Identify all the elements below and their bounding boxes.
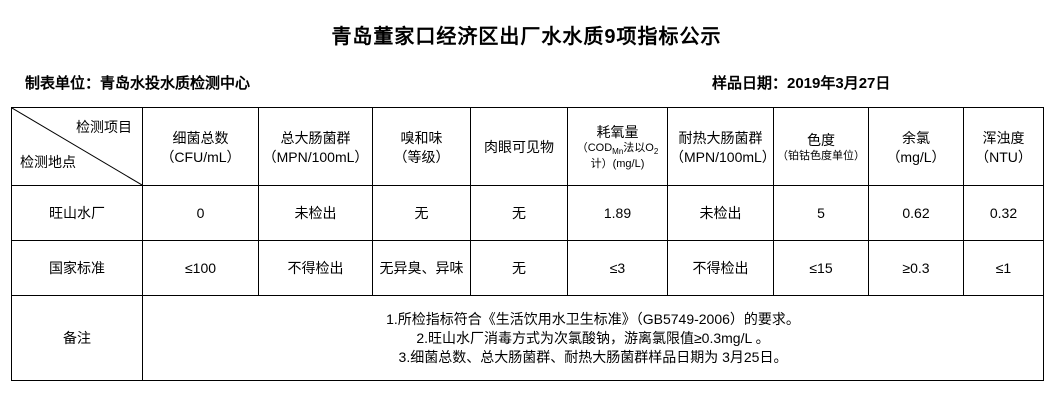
column-header-total-coliform: 总大肠菌群 （MPN/100mL）	[258, 107, 373, 186]
remarks-label: 备注	[11, 295, 143, 381]
column-header-thermotolerant-coliform: 耐热大肠菌群 （MPN/100mL）	[667, 107, 774, 186]
table-row-plant: 旺山水厂 0 未检出 无 无 1.89 未检出 5 0.62 0.32	[11, 185, 1044, 241]
remarks-content: 1.所检指标符合《生活饮用水卫生标准》（GB5749-2006）的要求。 2.旺…	[142, 295, 1044, 381]
column-header-turbidity: 浑浊度 （NTU）	[963, 107, 1044, 186]
remark-line-1: 1.所检指标符合《生活饮用水卫生标准》（GB5749-2006）的要求。	[386, 310, 800, 327]
cell-value: ≤1	[963, 240, 1044, 296]
cell-value: 无异臭、异味	[372, 240, 471, 296]
column-header-oxygen-consumption: 耗氧量 （CODMn法以O2计）(mg/L)	[567, 107, 668, 186]
cell-value: 0.62	[868, 185, 964, 241]
cell-value: 不得检出	[667, 240, 774, 296]
water-quality-table: 检测项目 检测地点 细菌总数 （CFU/mL） 总大肠菌群 （MPN/100mL…	[11, 107, 1044, 381]
row-label-national-standard: 国家标准	[11, 240, 143, 296]
column-header-odor-taste: 嗅和味 （等级）	[372, 107, 471, 186]
cell-value: 0	[142, 185, 259, 241]
cell-value: ≤15	[773, 240, 869, 296]
cell-value: ≤3	[567, 240, 668, 296]
column-header-residual-chlorine: 余氯 （mg/L）	[868, 107, 964, 186]
cell-value: ≥0.3	[868, 240, 964, 296]
corner-label-location: 检测地点	[20, 154, 76, 170]
table-row-national-standard: 国家标准 ≤100 不得检出 无异臭、异味 无 ≤3 不得检出 ≤15 ≥0.3…	[11, 240, 1044, 296]
cell-value: 未检出	[667, 185, 774, 241]
page-title: 青岛董家口经济区出厂水水质9项指标公示	[331, 26, 722, 48]
cell-value: 无	[470, 185, 568, 241]
remark-line-2: 2.旺山水厂消毒方式为次氯酸钠，游离氯限值≥0.3mg/L 。	[416, 329, 770, 346]
column-header-visible-matter: 肉眼可见物	[470, 107, 568, 186]
prepared-by-label: 制表单位：青岛水投水质检测中心	[25, 75, 251, 92]
sample-date-label: 样品日期：2019年3月27日	[712, 75, 891, 92]
remarks-row: 备注 1.所检指标符合《生活饮用水卫生标准》（GB5749-2006）的要求。 …	[11, 295, 1044, 381]
cell-value: 0.32	[963, 185, 1044, 241]
corner-label-items: 检测项目	[76, 119, 132, 135]
cod-unit: （CODMn法以O2计）(mg/L)	[576, 141, 659, 171]
column-header-bacteria: 细菌总数 （CFU/mL）	[142, 107, 259, 186]
meta-row: 制表单位：青岛水投水质检测中心 样品日期：2019年3月27日	[0, 72, 1053, 94]
cell-value: 不得检出	[258, 240, 373, 296]
cell-value: ≤100	[142, 240, 259, 296]
row-label-plant: 旺山水厂	[11, 185, 143, 241]
diagonal-divider	[12, 108, 142, 185]
corner-header-cell: 检测项目 检测地点	[11, 107, 143, 186]
column-header-chromaticity: 色度 （铂钴色度单位）	[773, 107, 869, 186]
cell-value: 1.89	[567, 185, 668, 241]
cell-value: 无	[372, 185, 471, 241]
header-row: 检测项目 检测地点 细菌总数 （CFU/mL） 总大肠菌群 （MPN/100mL…	[11, 107, 1044, 186]
cell-value: 5	[773, 185, 869, 241]
remark-line-3: 3.细菌总数、总大肠菌群、耐热大肠菌群样品日期为 3月25日。	[398, 348, 788, 365]
cell-value: 未检出	[258, 185, 373, 241]
cell-value: 无	[470, 240, 568, 296]
